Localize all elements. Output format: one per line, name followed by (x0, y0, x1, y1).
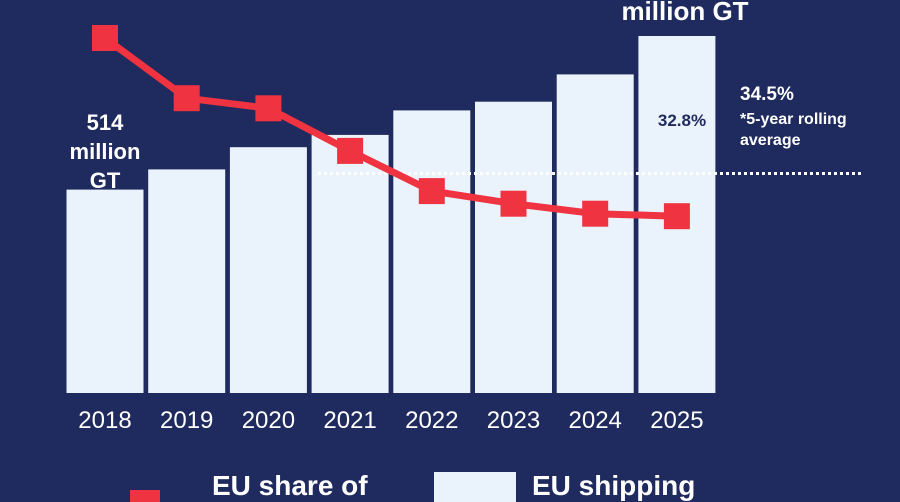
share-line (102, 35, 678, 220)
x-tick-2023: 2023 (487, 407, 540, 434)
bar-2024 (556, 74, 634, 394)
avg-value-label: 34.5% (740, 84, 794, 105)
bar-2020 (229, 147, 307, 393)
x-tick-2020: 2020 (242, 407, 295, 434)
share-marker-2025 (663, 203, 690, 230)
share-marker-2022 (418, 178, 445, 205)
avg-note-line2: average (740, 132, 801, 149)
legend-share-marker (130, 490, 160, 502)
avg-note-line1: *5-year rolling (740, 111, 847, 128)
share-marker-2023 (500, 190, 527, 217)
first-bar-label-line3: GT (90, 168, 121, 193)
x-tick-2024: 2024 (569, 407, 622, 434)
bars-group (66, 36, 716, 394)
bar-2019 (148, 169, 226, 393)
share-marker-2021 (337, 137, 364, 164)
x-tick-2022: 2022 (405, 407, 458, 434)
share-marker-2024 (582, 200, 609, 227)
x-tick-2025: 2025 (650, 407, 703, 434)
share-marker-2019 (173, 85, 200, 112)
last-share-label: 32.8% (658, 111, 706, 130)
share-line-group (92, 25, 690, 230)
share-marker-2020 (255, 95, 282, 122)
share-marker-2018 (92, 25, 118, 51)
bar-2021 (311, 134, 389, 393)
legend-shipping-swatch (434, 472, 516, 502)
legend-share-label: EU share of (212, 470, 368, 501)
bar-2022 (393, 110, 471, 394)
x-tick-2019: 2019 (160, 407, 213, 434)
last-bar-label: million GT (621, 0, 748, 26)
x-tick-2021: 2021 (323, 407, 376, 434)
bar-2023 (475, 101, 552, 393)
first-bar-label-line2: million (70, 139, 141, 164)
x-axis-ticks: 2018 2019 2020 2021 2022 2023 2024 2025 (78, 407, 703, 434)
bar-2018 (66, 189, 144, 393)
x-tick-2018: 2018 (78, 407, 131, 434)
first-bar-label-line1: 514 (87, 110, 124, 135)
legend-shipping-label: EU shipping (532, 470, 696, 501)
